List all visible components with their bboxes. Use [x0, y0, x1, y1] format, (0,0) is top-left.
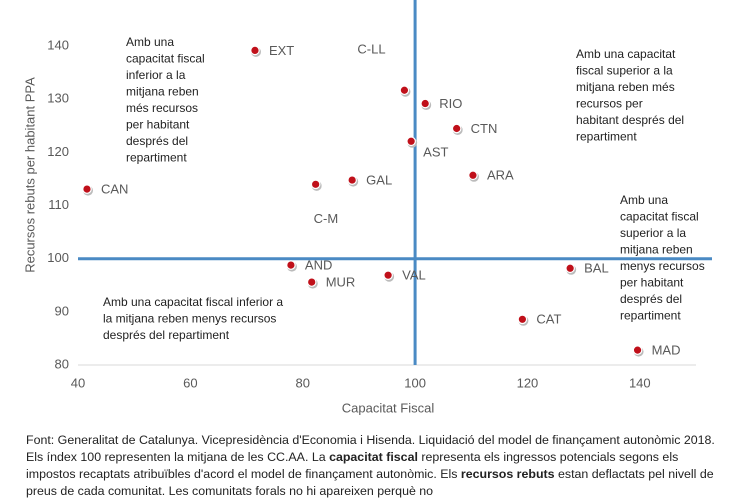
- annotation: repartiment: [126, 151, 187, 165]
- data-point: [347, 175, 357, 185]
- y-tick-label: 120: [47, 144, 69, 159]
- y-tick-label: 80: [55, 356, 69, 371]
- y-tick-label: 100: [47, 250, 69, 265]
- footnote-text: recursos rebuts: [460, 467, 555, 481]
- chart: Capacitat Fiscal Recursos rebuts per hab…: [22, 0, 712, 415]
- x-axis-title: Capacitat Fiscal: [342, 400, 435, 415]
- annotation: repartiment: [620, 309, 681, 323]
- annotation: superior a la: [620, 226, 686, 240]
- data-point: [310, 179, 321, 190]
- footnote-text: representa els ingressos potencials sego…: [26, 450, 679, 481]
- x-tick-label: 80: [295, 375, 309, 390]
- annotation: capacitat fiscal: [126, 52, 205, 66]
- point-label: MUR: [326, 275, 356, 290]
- annotation: mitjana reben més: [576, 80, 675, 94]
- data-point: [517, 314, 528, 325]
- data-point: [468, 170, 478, 181]
- annotation: més recursos: [126, 101, 198, 115]
- footnote-text: Font: Generalitat de Catalunya. Vicepres…: [26, 433, 715, 464]
- annotation: després del repartiment: [103, 328, 230, 342]
- annotation: Amb una capacitat fiscal inferior a: [103, 295, 283, 309]
- annotation: Amb una capacitat: [576, 47, 676, 61]
- annotation: la mitjana reben menys recursos: [103, 312, 276, 326]
- data-point: [565, 263, 575, 274]
- annotation: capacitat fiscal: [620, 210, 699, 224]
- point-label: AND: [305, 258, 332, 273]
- point-label: CAT: [536, 312, 561, 327]
- data-point: [306, 277, 317, 287]
- annotation: després del: [126, 134, 188, 148]
- annotation: Amb una: [126, 35, 174, 49]
- x-tick-label: 40: [71, 375, 85, 390]
- annotation: per habitant: [620, 276, 684, 290]
- x-tick-label: 100: [404, 375, 426, 390]
- data-point: [406, 136, 416, 147]
- data-point: [250, 45, 260, 56]
- point-label: CTN: [471, 121, 498, 136]
- point-label: ARA: [487, 168, 514, 183]
- x-tick-label: 120: [517, 375, 539, 390]
- point-label: GAL: [366, 173, 392, 188]
- point-label: C-LL: [357, 42, 385, 57]
- point-label: AST: [423, 145, 448, 160]
- data-point: [632, 345, 643, 355]
- y-tick-label: 90: [55, 303, 69, 318]
- data-point: [451, 123, 462, 134]
- point-label: CAN: [101, 182, 128, 197]
- annotation: fiscal superior a la: [576, 64, 673, 78]
- point-label: C-M: [314, 211, 339, 226]
- annotation: inferior a la: [126, 68, 186, 82]
- x-tick-label: 140: [629, 375, 651, 390]
- annotation: recursos per: [576, 97, 643, 111]
- annotation: repartiment: [576, 130, 637, 144]
- data-point: [420, 98, 431, 109]
- point-label: RIO: [439, 96, 462, 111]
- annotation: després del: [620, 292, 682, 306]
- y-tick-label: 130: [47, 91, 69, 106]
- data-point: [399, 85, 410, 96]
- annotation: habitant després del: [576, 113, 684, 127]
- point-label: BAL: [584, 261, 609, 276]
- x-tick-label: 60: [183, 375, 197, 390]
- data-point: [286, 260, 296, 270]
- annotation: Amb una: [620, 193, 668, 207]
- y-tick-label: 140: [47, 38, 69, 53]
- annotation: mitjana reben: [126, 85, 199, 99]
- y-axis-title: Recursos rebuts per habitant PPA: [22, 77, 37, 273]
- data-point: [82, 184, 92, 194]
- y-tick-label: 110: [48, 197, 69, 212]
- footnote: Font: Generalitat de Catalunya. Vicepres…: [26, 432, 716, 500]
- footnote-text: capacitat fiscal: [329, 450, 418, 464]
- point-label: VAL: [402, 268, 426, 283]
- data-point: [383, 270, 393, 280]
- annotation: mitjana reben: [620, 243, 693, 257]
- annotation: menys recursos: [620, 259, 705, 273]
- annotation: per habitant: [126, 118, 190, 132]
- point-label: EXT: [269, 43, 294, 58]
- footnote-text: estan deflactats pel nivell de preus de …: [26, 467, 714, 498]
- point-label: MAD: [652, 343, 681, 358]
